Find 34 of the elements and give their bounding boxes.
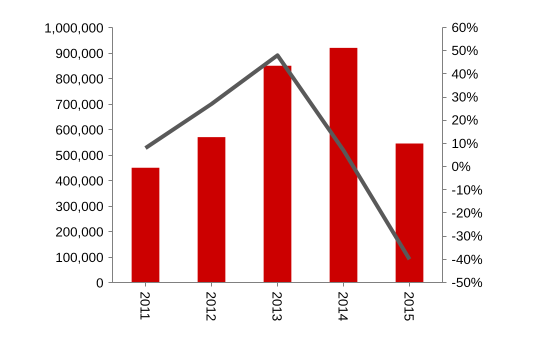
y2-tick-label: 50% (452, 43, 478, 58)
line-series (144, 53, 412, 262)
y2-tick-label: -30% (452, 228, 483, 244)
y-tick-label: 500,000 (55, 148, 104, 163)
y-tick-label: 200,000 (55, 224, 104, 240)
y2-tick-label: 20% (452, 112, 478, 128)
y2-tick-label: 10% (452, 136, 478, 151)
y-tick-label: 600,000 (55, 122, 104, 138)
y-tick-label: 1,000,000 (44, 20, 104, 36)
x-tick-label: 2014 (336, 292, 350, 322)
y-tick-label: 100,000 (55, 250, 104, 265)
y2-tick-label: 40% (452, 66, 478, 82)
x-tick-label: 2011 (138, 292, 152, 320)
y-tick-label: 900,000 (55, 46, 104, 61)
x-tick-label: 2012 (204, 292, 218, 322)
x-tick-label: 2013 (270, 292, 284, 322)
y2-tick-label: -10% (452, 182, 483, 198)
bar (330, 48, 358, 282)
y2-tick-label: 30% (452, 90, 478, 105)
y2-tick-label: 60% (452, 20, 478, 35)
y2-tick-label: 0% (452, 159, 471, 174)
bar (132, 168, 160, 282)
y-tick-label: 0 (96, 276, 104, 290)
y2-tick-label: -40% (452, 252, 483, 267)
y-tick-label: 700,000 (55, 97, 104, 112)
y-tick-label: 400,000 (55, 174, 104, 188)
y2-tick-label: -50% (452, 275, 483, 290)
x-tick-label: 2015 (402, 292, 416, 322)
y-tick-label: 300,000 (55, 199, 104, 214)
bar (264, 66, 292, 282)
y-tick-label: 800,000 (55, 72, 104, 86)
y2-tick-label: -20% (452, 205, 483, 220)
bar (396, 144, 424, 282)
bar (198, 137, 226, 282)
